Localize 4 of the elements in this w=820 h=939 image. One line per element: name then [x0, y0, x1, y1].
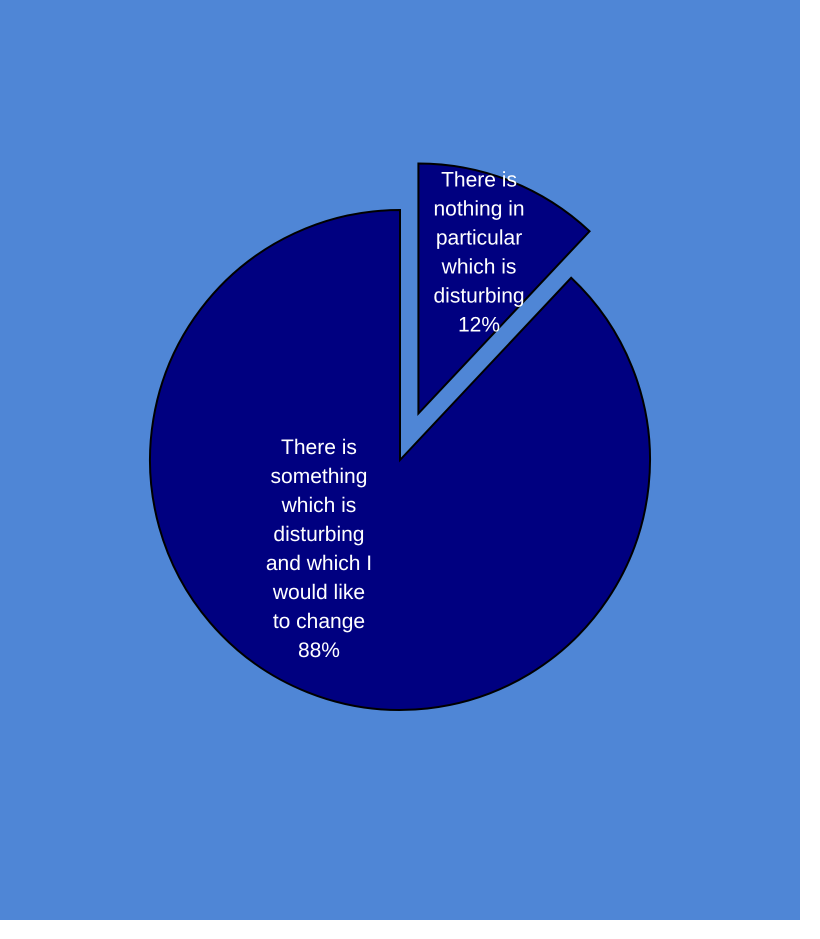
slice-label: There is nothing in particular which is disturbing	[433, 168, 525, 308]
data-label: 88%	[298, 638, 340, 662]
data-label: 12%	[458, 314, 500, 337]
slice-label: There is something which is disturbing and which I would like to change	[266, 436, 372, 633]
